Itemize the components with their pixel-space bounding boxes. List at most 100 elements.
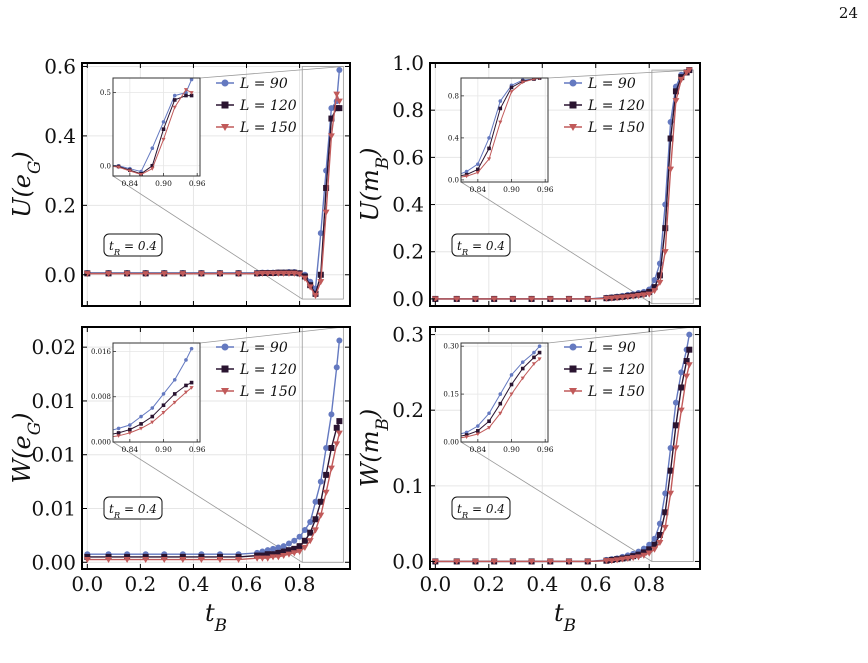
inset-data-point — [454, 433, 458, 437]
y-tick-label: 0.4 — [44, 124, 76, 148]
data-point — [306, 538, 314, 545]
x-tick-label: 0.2 — [473, 572, 505, 596]
inset-x-tick-label: 0.84 — [469, 185, 486, 194]
inset-y-tick-label: 0.8 — [448, 92, 459, 100]
inset-data-point — [138, 172, 144, 176]
data-point — [328, 105, 335, 112]
inset-data-point — [116, 431, 121, 435]
data-point — [640, 552, 648, 559]
inset-x-tick-label: 0.84 — [121, 445, 138, 454]
inset-x-tick-label: 0.90 — [503, 445, 520, 454]
inset-data-point — [189, 93, 194, 98]
inset-x-tick-label: 0.90 — [155, 179, 172, 188]
data-point — [336, 105, 343, 112]
inset-data-point — [128, 427, 132, 432]
inset-data-point — [476, 424, 480, 428]
legend-label: L = 90 — [239, 76, 288, 92]
data-point — [667, 445, 674, 451]
data-point — [235, 271, 243, 278]
data-point — [646, 546, 653, 553]
inset-series — [113, 78, 194, 176]
y-tick-label: 0.2 — [44, 193, 76, 217]
data-point — [672, 445, 680, 452]
data-point — [646, 541, 653, 548]
annotation-box — [103, 496, 163, 520]
data-point — [672, 422, 679, 429]
inset-series — [454, 344, 542, 439]
inset-data-point — [189, 346, 194, 351]
data-point — [161, 553, 168, 560]
x-tick-label: 0.2 — [124, 572, 156, 596]
data-point — [323, 184, 330, 191]
inset-y-tick-label: 0.5 — [100, 89, 111, 97]
inset-data-point — [106, 429, 110, 433]
data-point — [667, 135, 674, 142]
inset-y-tick-label: 0.4 — [448, 134, 460, 142]
data-point — [667, 490, 675, 497]
data-point — [197, 557, 205, 564]
y-tick-label: 0.01 — [31, 389, 76, 413]
data-point — [645, 550, 653, 557]
data-point — [254, 552, 261, 559]
x-axis-label: tB — [205, 599, 227, 635]
inset-data-point — [486, 426, 492, 430]
inset-data-point — [183, 390, 189, 395]
data-point — [179, 557, 187, 564]
data-point — [105, 271, 112, 278]
data-point — [509, 558, 517, 565]
inset-frame — [460, 342, 549, 443]
data-point — [662, 490, 669, 497]
series-line — [87, 93, 341, 298]
legend-marker — [221, 79, 229, 87]
plot-frame — [81, 62, 351, 307]
legend-label: L = 90 — [587, 76, 636, 92]
inset-data-point — [498, 106, 503, 111]
data-point — [328, 445, 335, 451]
inset-data-point — [189, 386, 194, 390]
inset-data-point — [150, 414, 155, 419]
data-point — [264, 270, 272, 277]
data-point — [613, 295, 621, 302]
inset-data-point — [509, 373, 514, 377]
data-point — [602, 558, 610, 565]
inset-data-point — [184, 93, 188, 98]
legend-label: L = 90 — [587, 340, 636, 356]
panel-W_eG: 0.00 0.01 0.01 0.01 0.02 0.0 0.2 0.4 0.6 0.8 W(eG)… — [8, 326, 351, 635]
data-point — [269, 554, 277, 561]
legend-marker — [569, 101, 577, 109]
data-point — [640, 292, 648, 299]
data-point — [651, 277, 658, 284]
data-point — [258, 555, 266, 562]
inset-data-point — [172, 93, 177, 98]
inset-data-point — [509, 85, 514, 90]
inset-data-point — [509, 392, 514, 397]
legend-label: L = 120 — [587, 98, 645, 114]
y-tick-label: 0.0 — [392, 549, 424, 573]
data-point — [312, 516, 319, 523]
inset-y-tick-label: 0.00 — [443, 439, 459, 447]
series-line — [435, 69, 690, 300]
legend-marker — [569, 365, 577, 373]
inset-data-point — [537, 350, 542, 355]
plot-frame — [81, 326, 351, 570]
inset-data-point — [498, 120, 503, 125]
legend-marker — [221, 365, 229, 373]
zoom-connector — [199, 66, 344, 79]
inset-data-point — [475, 170, 480, 175]
data-point — [686, 346, 693, 353]
annotation-text: tR = 0.4 — [109, 502, 157, 520]
inset-x-tick-label: 0.90 — [155, 445, 172, 454]
data-point — [216, 271, 224, 278]
data-point — [672, 98, 680, 105]
y-axis-label: U(mB) — [356, 147, 392, 221]
data-point — [296, 543, 303, 550]
data-point — [317, 498, 324, 505]
inset-data-point — [487, 146, 491, 151]
panel-U_eG: 0.0 0.2 0.4 0.6 U(eG) tR = 0.4 L = 90 L = 120 L … — [8, 54, 351, 307]
inset-x-tick-label: 0.96 — [537, 445, 554, 454]
inset-W_mB: 0.84 0.90 0.96 0.00 0.15 0.30 — [443, 342, 554, 454]
data-point — [471, 558, 479, 565]
inset-data-point — [509, 382, 514, 387]
inset-data-point — [532, 355, 536, 360]
inset-U_eG: 0.84 0.90 0.96 0.0 0.5 — [100, 77, 206, 188]
